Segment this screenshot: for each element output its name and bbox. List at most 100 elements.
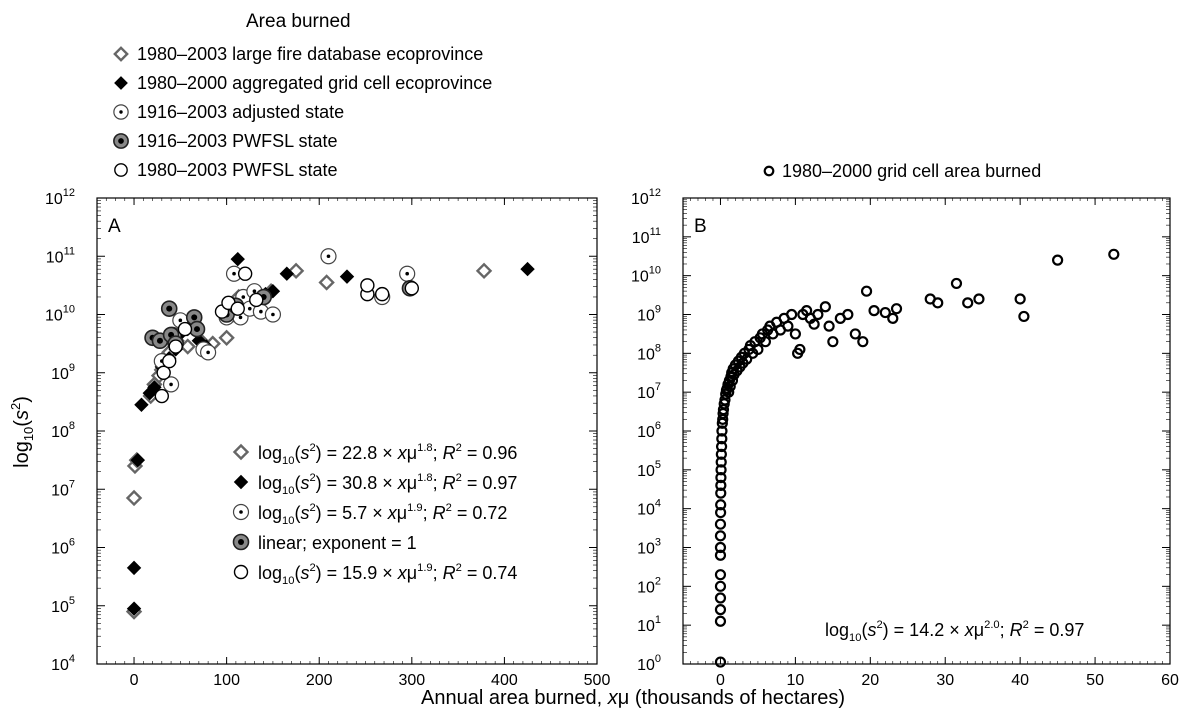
x-tick-label: 500	[584, 672, 611, 689]
data-point	[279, 266, 295, 281]
data-point	[879, 306, 891, 319]
top-legend-item: 1980–2003 large fire database ecoprovinc…	[113, 44, 483, 64]
data-point	[162, 353, 177, 369]
data-point	[950, 277, 963, 290]
panel-b-axes: 0 10 20 30 40 50 60 100 101 102 103 104 105 106 107 108…	[631, 187, 1179, 689]
legend-marker	[114, 76, 128, 90]
y-tick-label: 102	[637, 575, 661, 596]
y-tick-label: 107	[637, 381, 661, 402]
x-tick-label: 100	[213, 672, 240, 689]
data-point	[715, 464, 727, 476]
data-point	[715, 487, 727, 499]
top-legend-item: 1916–2003 adjusted state	[113, 102, 344, 122]
data-point	[714, 615, 727, 627]
panel-b-label: B	[694, 216, 707, 237]
fit-equation: log10(s2) = 22.8 × xμ1.8; R2 = 0.96	[258, 442, 517, 467]
data-point	[890, 303, 903, 315]
x-tick-label: 400	[491, 672, 518, 689]
data-point	[264, 306, 282, 323]
data-point	[887, 312, 899, 324]
y-tick-label: 105	[637, 459, 661, 480]
fit-legend-item: linear; exponent = 1	[232, 533, 417, 553]
data-point	[714, 604, 727, 616]
data-point	[177, 321, 193, 337]
top-legend-label: 1980–2003 PWFSL state	[137, 160, 337, 180]
x-tick-label: 60	[1161, 672, 1179, 689]
data-point	[1052, 254, 1064, 266]
data-point	[520, 261, 535, 277]
x-tick-label: 0	[716, 672, 725, 689]
fit-legend-item: log10(s2) = 5.7 × xμ1.9; R2 = 0.72	[232, 502, 507, 527]
panel-a: A 0 100 200 300 400 500 104 105 106 107 108 109 1010…	[45, 187, 610, 689]
fit-legend-marker	[233, 474, 249, 490]
data-point	[819, 301, 831, 313]
x-tick-label: 20	[861, 672, 879, 689]
y-tick-label: 1011	[632, 226, 661, 247]
top-legend-title: Area burned	[246, 11, 351, 32]
top-legend-item: 1916–2003 PWFSL state	[113, 131, 337, 151]
fit-legend-item: log10(s2) = 22.8 × xμ1.8; R2 = 0.96	[232, 442, 517, 467]
data-point	[168, 339, 183, 354]
data-point	[823, 320, 835, 332]
data-point	[868, 305, 880, 317]
data-point	[126, 560, 142, 576]
y-axis-label: log10(s2)	[8, 396, 36, 468]
fit-equation: linear; exponent = 1	[258, 533, 417, 553]
data-point	[714, 518, 727, 530]
data-point	[404, 281, 420, 296]
top-legend: 1980–2003 large fire database ecoprovinc…	[113, 44, 492, 180]
panel-b: B 0 10 20 30 40 50 60 100 101 102 103 104 105 106 107 1…	[631, 161, 1179, 689]
x-tick-label: 200	[306, 672, 333, 689]
panel-b-frame	[682, 197, 1171, 665]
data-point	[716, 425, 728, 437]
panel-a-points	[125, 248, 535, 620]
data-point	[789, 328, 801, 340]
data-point	[130, 452, 145, 468]
data-point	[714, 569, 727, 581]
data-point	[156, 365, 171, 380]
y-tick-label: 101	[637, 614, 661, 635]
y-tick-label: 108	[51, 420, 75, 441]
data-point	[200, 344, 217, 361]
data-point	[134, 397, 149, 412]
data-point	[188, 320, 206, 338]
data-point	[1018, 310, 1030, 323]
y-tick-label: 104	[637, 498, 661, 519]
data-point	[714, 656, 727, 668]
panel-b-legend-item: 1980–2000 grid cell area burned	[763, 161, 1041, 181]
legend-marker	[113, 133, 129, 149]
y-tick-label: 100	[637, 653, 661, 674]
y-tick-label: 109	[51, 362, 75, 383]
data-point	[318, 274, 335, 291]
data-point	[741, 353, 753, 365]
data-point	[154, 388, 170, 404]
data-point	[160, 300, 178, 317]
data-point	[714, 580, 727, 592]
data-point	[860, 285, 873, 297]
data-point	[1014, 293, 1026, 305]
y-tick-label: 106	[51, 537, 75, 558]
top-legend-label: 1916–2003 PWFSL state	[137, 131, 337, 151]
data-point	[723, 386, 735, 398]
data-point	[932, 297, 944, 309]
legend-marker	[114, 163, 128, 177]
panel-a-fit-legend: log10(s2) = 22.8 × xμ1.8; R2 = 0.96 log10…	[232, 442, 517, 587]
y-tick-label: 103	[637, 537, 661, 558]
data-point	[339, 269, 355, 284]
panel-b-fit-legend: log10(s2) = 14.2 × xμ2.0; R2 = 0.97	[825, 619, 1084, 644]
legend-marker	[113, 104, 129, 120]
data-point	[320, 248, 337, 265]
fit-legend-marker	[232, 533, 250, 551]
data-point	[126, 601, 142, 616]
data-point	[794, 343, 806, 356]
fit-equation: log10(s2) = 14.2 × xμ2.0; R2 = 0.97	[825, 619, 1084, 644]
fit-legend-item: log10(s2) = 15.9 × xμ1.9; R2 = 0.74	[233, 562, 517, 587]
data-point	[715, 479, 727, 491]
data-point	[812, 308, 824, 321]
x-tick-label: 300	[398, 672, 425, 689]
fit-legend-marker	[232, 503, 250, 521]
data-point	[230, 251, 245, 267]
data-point	[857, 336, 869, 348]
data-point	[715, 448, 727, 460]
data-point	[962, 297, 974, 309]
